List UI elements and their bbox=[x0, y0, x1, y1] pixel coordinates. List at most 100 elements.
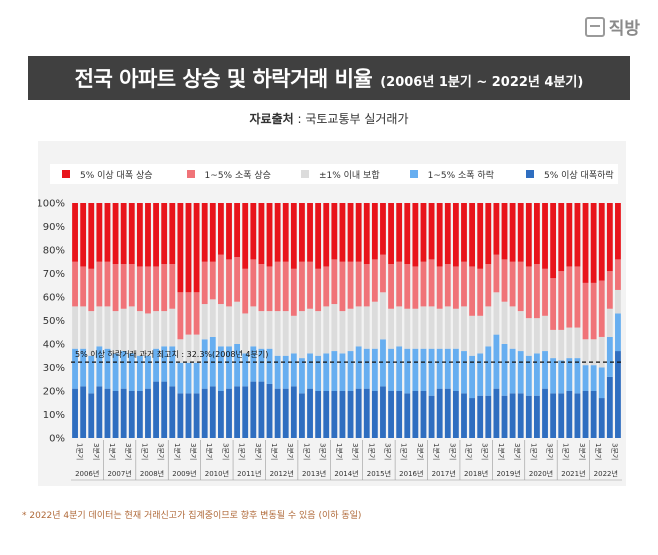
bar-segment-up1x bbox=[452, 308, 459, 349]
bar-segment-down5 bbox=[72, 388, 78, 438]
legend-item-down5: 5% 이상 대폭하락 bbox=[526, 168, 614, 181]
bar-segment-down1 bbox=[136, 355, 143, 391]
quarter-tick-label: 3분기 bbox=[384, 443, 393, 460]
bar-segment-up5 bbox=[388, 203, 394, 265]
bar-segment-up5 bbox=[412, 203, 419, 267]
bar-segment-up1 bbox=[153, 266, 159, 312]
year-tick-label: 2007년 bbox=[107, 469, 131, 478]
legend-swatch-up1 bbox=[186, 170, 195, 178]
bar-segment-up5 bbox=[290, 203, 297, 269]
bar-segment-up1 bbox=[201, 261, 208, 305]
quarter-tick-label: 1분기 bbox=[562, 443, 571, 460]
bar-segment-up5 bbox=[469, 203, 476, 267]
bar-segment-down5 bbox=[315, 391, 322, 438]
bar-segment-up1x bbox=[242, 313, 249, 354]
chart-legend: 5% 이상 대폭 상승 1~5% 소폭 상승 ±1% 이내 보합 1~5% 소폭… bbox=[50, 164, 618, 184]
bar-segment-down5 bbox=[363, 388, 370, 438]
quarter-tick-label: 3분기 bbox=[448, 443, 457, 460]
bar-segment-up5 bbox=[323, 203, 330, 267]
bar-segment-up1 bbox=[266, 266, 273, 312]
bar-segment-up5 bbox=[606, 203, 613, 272]
quarter-tick-label: 1분기 bbox=[76, 443, 85, 460]
chart-title: 전국 아파트 상승 및 하락거래 비율 bbox=[74, 67, 373, 91]
bar-segment-down1 bbox=[469, 355, 476, 399]
bar-segment-down1 bbox=[493, 334, 500, 389]
bar-segment-down1 bbox=[550, 358, 557, 394]
bar-segment-down5 bbox=[331, 391, 338, 438]
bar-segment-up1x bbox=[420, 306, 427, 349]
bar-segment-up1 bbox=[161, 264, 168, 312]
bar-segment-down1 bbox=[461, 351, 467, 394]
bar-segment-up1 bbox=[80, 266, 87, 307]
bar-segment-down5 bbox=[266, 383, 273, 438]
bar-segment-up1 bbox=[250, 259, 257, 307]
bar-segment-up5 bbox=[582, 203, 589, 283]
bar-segment-up1 bbox=[436, 266, 443, 309]
bar-segment-down1 bbox=[396, 346, 403, 391]
bar-segment-up5 bbox=[104, 203, 111, 262]
y-tick-label: 20% bbox=[43, 387, 65, 398]
year-tick-label: 2013년 bbox=[302, 469, 326, 478]
bar-segment-up1 bbox=[299, 261, 305, 312]
quarter-tick-label: 1분기 bbox=[335, 443, 344, 460]
bar-segment-down1 bbox=[266, 348, 273, 384]
bar-segment-up5 bbox=[250, 203, 257, 260]
bar-segment-down5 bbox=[493, 388, 500, 438]
bar-segment-down5 bbox=[469, 398, 476, 438]
bar-segment-up1 bbox=[104, 261, 111, 307]
bar-segment-down5 bbox=[290, 386, 297, 438]
quarter-tick-label: 3분기 bbox=[254, 443, 263, 460]
bar-segment-up1x bbox=[574, 327, 581, 359]
bar-segment-up1x bbox=[258, 311, 265, 349]
bar-segment-up1 bbox=[452, 266, 459, 309]
bar-segment-up1 bbox=[234, 257, 241, 302]
bar-segment-down1 bbox=[323, 353, 330, 391]
bar-segment-up1 bbox=[128, 264, 135, 307]
bar-segment-up1 bbox=[347, 261, 354, 309]
bar-segment-down5 bbox=[517, 393, 524, 438]
bar-segment-up1 bbox=[534, 264, 540, 319]
bar-segment-up5 bbox=[363, 203, 370, 265]
bar-segment-up5 bbox=[209, 203, 216, 262]
bar-segment-down1 bbox=[120, 351, 127, 389]
bar-segment-up5 bbox=[88, 203, 95, 269]
bar-segment-down1 bbox=[477, 353, 484, 396]
bar-segment-down1 bbox=[428, 348, 435, 396]
year-tick-label: 2011년 bbox=[237, 469, 261, 478]
bar-segment-down5 bbox=[598, 398, 605, 438]
bar-segment-up1x bbox=[525, 318, 532, 356]
bar-segment-down5 bbox=[396, 391, 403, 438]
bar-segment-down5 bbox=[501, 395, 508, 438]
bar-segment-up1 bbox=[412, 266, 419, 309]
bar-segment-up5 bbox=[590, 203, 597, 283]
bar-segment-down1 bbox=[145, 355, 151, 389]
bar-segment-up5 bbox=[452, 203, 459, 267]
source-label: 자료출처 bbox=[249, 112, 294, 126]
bar-segment-up1 bbox=[380, 254, 386, 293]
bar-segment-up5 bbox=[161, 203, 168, 265]
bar-segment-down1 bbox=[606, 336, 613, 377]
bar-segment-up1 bbox=[112, 264, 119, 312]
year-tick-label: 2006년 bbox=[75, 469, 99, 478]
y-tick-label: 90% bbox=[43, 222, 65, 233]
bar-segment-up1 bbox=[509, 261, 516, 307]
bar-segment-up1 bbox=[169, 264, 176, 309]
bar-segment-up1x bbox=[209, 299, 216, 337]
bar-segment-up1x bbox=[509, 306, 516, 349]
bar-segment-down5 bbox=[169, 386, 176, 438]
bar-segment-up5 bbox=[355, 203, 362, 262]
bar-segment-down5 bbox=[371, 391, 378, 438]
bar-segment-up5 bbox=[493, 203, 500, 255]
quarter-tick-label: 1분기 bbox=[497, 443, 506, 460]
stacked-bar-chart: 0% 10% 20% 30% 40% 50% 60% 70% 80% 90% 100% 5% 이상 하… bbox=[38, 199, 622, 481]
bar-segment-down5 bbox=[217, 391, 224, 438]
quarter-tick-label: 3분기 bbox=[351, 443, 360, 460]
legend-label-down1: 1~5% 소폭 하락 bbox=[427, 170, 494, 181]
bar-segment-up1x bbox=[363, 306, 370, 349]
bar-segment-down1 bbox=[234, 344, 241, 387]
bar-segment-up1x bbox=[606, 308, 613, 337]
bar-segment-up1x bbox=[566, 327, 573, 359]
bar-segment-up5 bbox=[274, 203, 281, 262]
legend-item-flat: ±1% 이내 보합 bbox=[300, 168, 380, 181]
bar-segment-down5 bbox=[177, 393, 184, 438]
